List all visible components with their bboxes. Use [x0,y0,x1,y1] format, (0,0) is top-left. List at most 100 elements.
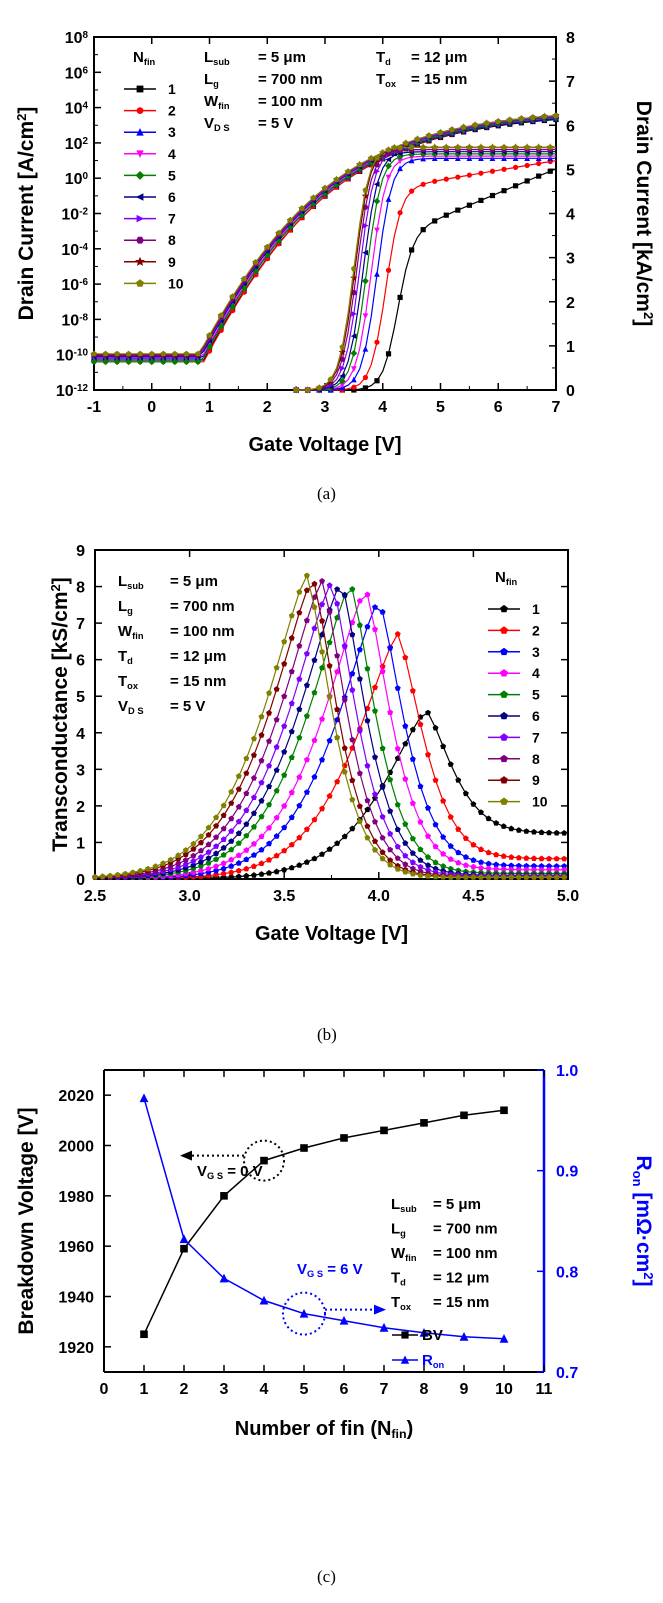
gm-point-nfin-1 [462,790,469,797]
vgs6-annotation: VG S = 6 V [297,1261,363,1279]
gm-point-nfin-3 [500,862,507,868]
gm-point-nfin-1 [455,777,462,783]
lin-point-nfin-4 [362,313,369,320]
gm-point-nfin-2 [447,814,454,820]
lin-curve-nfin-4 [296,155,556,391]
gm-point-nfin-7 [326,582,333,588]
legend-label-a: 2 [168,103,176,119]
lin-point-nfin-2 [420,181,426,187]
gm-point-nfin-3 [266,840,272,847]
lin-point-nfin-9 [338,348,346,356]
legend-label-a: 10 [168,275,184,291]
lin-curve-nfin-10 [296,146,556,391]
lin-point-nfin-6 [362,249,369,256]
gm-point-nfin-7 [311,625,318,631]
y-tick-label-a: 10-12 [56,383,89,401]
gm-point-nfin-10 [114,871,121,878]
lin-point-nfin-1 [536,173,542,179]
param-b-value-4: = 15 nm [170,673,226,690]
log-point-nfin-5 [194,358,202,366]
gm-point-nfin-5 [447,865,454,872]
gm-point-nfin-8 [341,696,348,703]
gm-point-nfin-10 [190,840,197,847]
param-c-value-2: = 100 nm [433,1245,498,1262]
log-point-nfin-10 [148,350,155,357]
gm-point-nfin-4 [417,819,424,825]
x-tick-label-b: 5.0 [557,888,579,905]
lin-point-nfin-2 [478,170,484,176]
legend-label-a: 7 [168,211,176,227]
gm-point-nfin-10 [432,873,439,880]
lin-curve-nfin-1 [296,168,557,391]
gm-point-nfin-3 [319,756,325,763]
gm-point-nfin-6 [296,706,303,712]
gm-point-nfin-8 [266,738,272,744]
gm-point-nfin-3 [311,773,318,780]
gm-point-nfin-6 [228,838,235,844]
param-c-name-4: Tox [391,1294,412,1312]
gm-point-nfin-7 [402,852,409,859]
bv-point [260,1156,268,1165]
param-b-name-5: VD S [118,698,144,716]
gm-point-nfin-7 [349,686,356,693]
gm-point-nfin-2 [425,751,431,758]
log-point-nfin-10 [553,112,559,119]
gm-point-nfin-4 [251,840,257,847]
gm-point-nfin-10 [409,870,416,877]
y2-tick-label-a: 0 [566,383,575,400]
lin-point-nfin-6 [339,373,345,379]
gm-point-nfin-7 [251,794,257,800]
gm-point-nfin-7 [213,843,220,849]
gm-point-nfin-9 [379,849,386,855]
gm-curve-nfin-9 [94,582,565,878]
y-axis-label-c: Breakdown Voltage [V] [15,1107,38,1334]
lin-point-nfin-3 [362,345,369,352]
x-tick-label-a: 3 [321,399,330,416]
lin-point-nfin-10 [466,144,473,150]
gm-point-nfin-2 [281,847,288,854]
legend-label-a: 8 [168,232,176,248]
y2-tick-label-a: 5 [566,162,575,179]
param-right-a-name-0: Td [376,49,391,67]
x-tick-label-c: 5 [300,1381,309,1398]
gm-point-nfin-9 [243,770,250,776]
gm-point-nfin-1 [432,724,439,731]
gm-point-nfin-8 [182,857,189,863]
gm-point-nfin-2 [500,853,507,859]
gm-point-nfin-2 [288,841,295,848]
gm-point-nfin-7 [417,863,424,870]
gm-point-nfin-1 [523,828,530,834]
gm-point-nfin-2 [538,855,545,862]
gm-point-nfin-10 [364,834,371,841]
gm-point-nfin-6 [281,748,288,755]
x-tick-label-c: 11 [536,1381,553,1398]
log-point-nfin-10 [356,161,363,167]
legend-marker-b [500,604,508,613]
gm-point-nfin-8 [281,693,288,699]
gm-point-nfin-10 [379,855,386,862]
gm-point-nfin-1 [258,871,265,877]
lin-point-nfin-1 [443,212,449,218]
gm-point-nfin-4 [281,802,288,809]
gm-point-nfin-7 [387,830,394,837]
param-a-value-2: = 100 nm [258,93,323,110]
gm-point-nfin-10 [425,873,431,879]
gm-point-nfin-4 [220,860,227,866]
gm-point-nfin-10 [417,872,424,878]
x-tick-label-b: 4.5 [462,888,484,905]
param-b-value-2: = 100 nm [170,623,235,640]
x-axis-label-b: Gate Voltage [V] [255,923,408,945]
lin-point-nfin-1 [432,218,438,224]
lin-point-nfin-10 [478,144,484,150]
gm-point-nfin-1 [485,815,492,822]
gm-point-nfin-10 [198,833,204,839]
gm-point-nfin-9 [303,587,310,593]
gm-point-nfin-2 [266,856,272,863]
caption-a: (a) [317,484,336,503]
gm-point-nfin-7 [364,762,371,769]
lin-point-nfin-10 [443,144,450,150]
gm-point-nfin-10 [356,818,363,824]
lin-point-nfin-1 [524,178,530,184]
ron-line [143,1097,505,1340]
legend-label-b: 8 [532,751,540,767]
